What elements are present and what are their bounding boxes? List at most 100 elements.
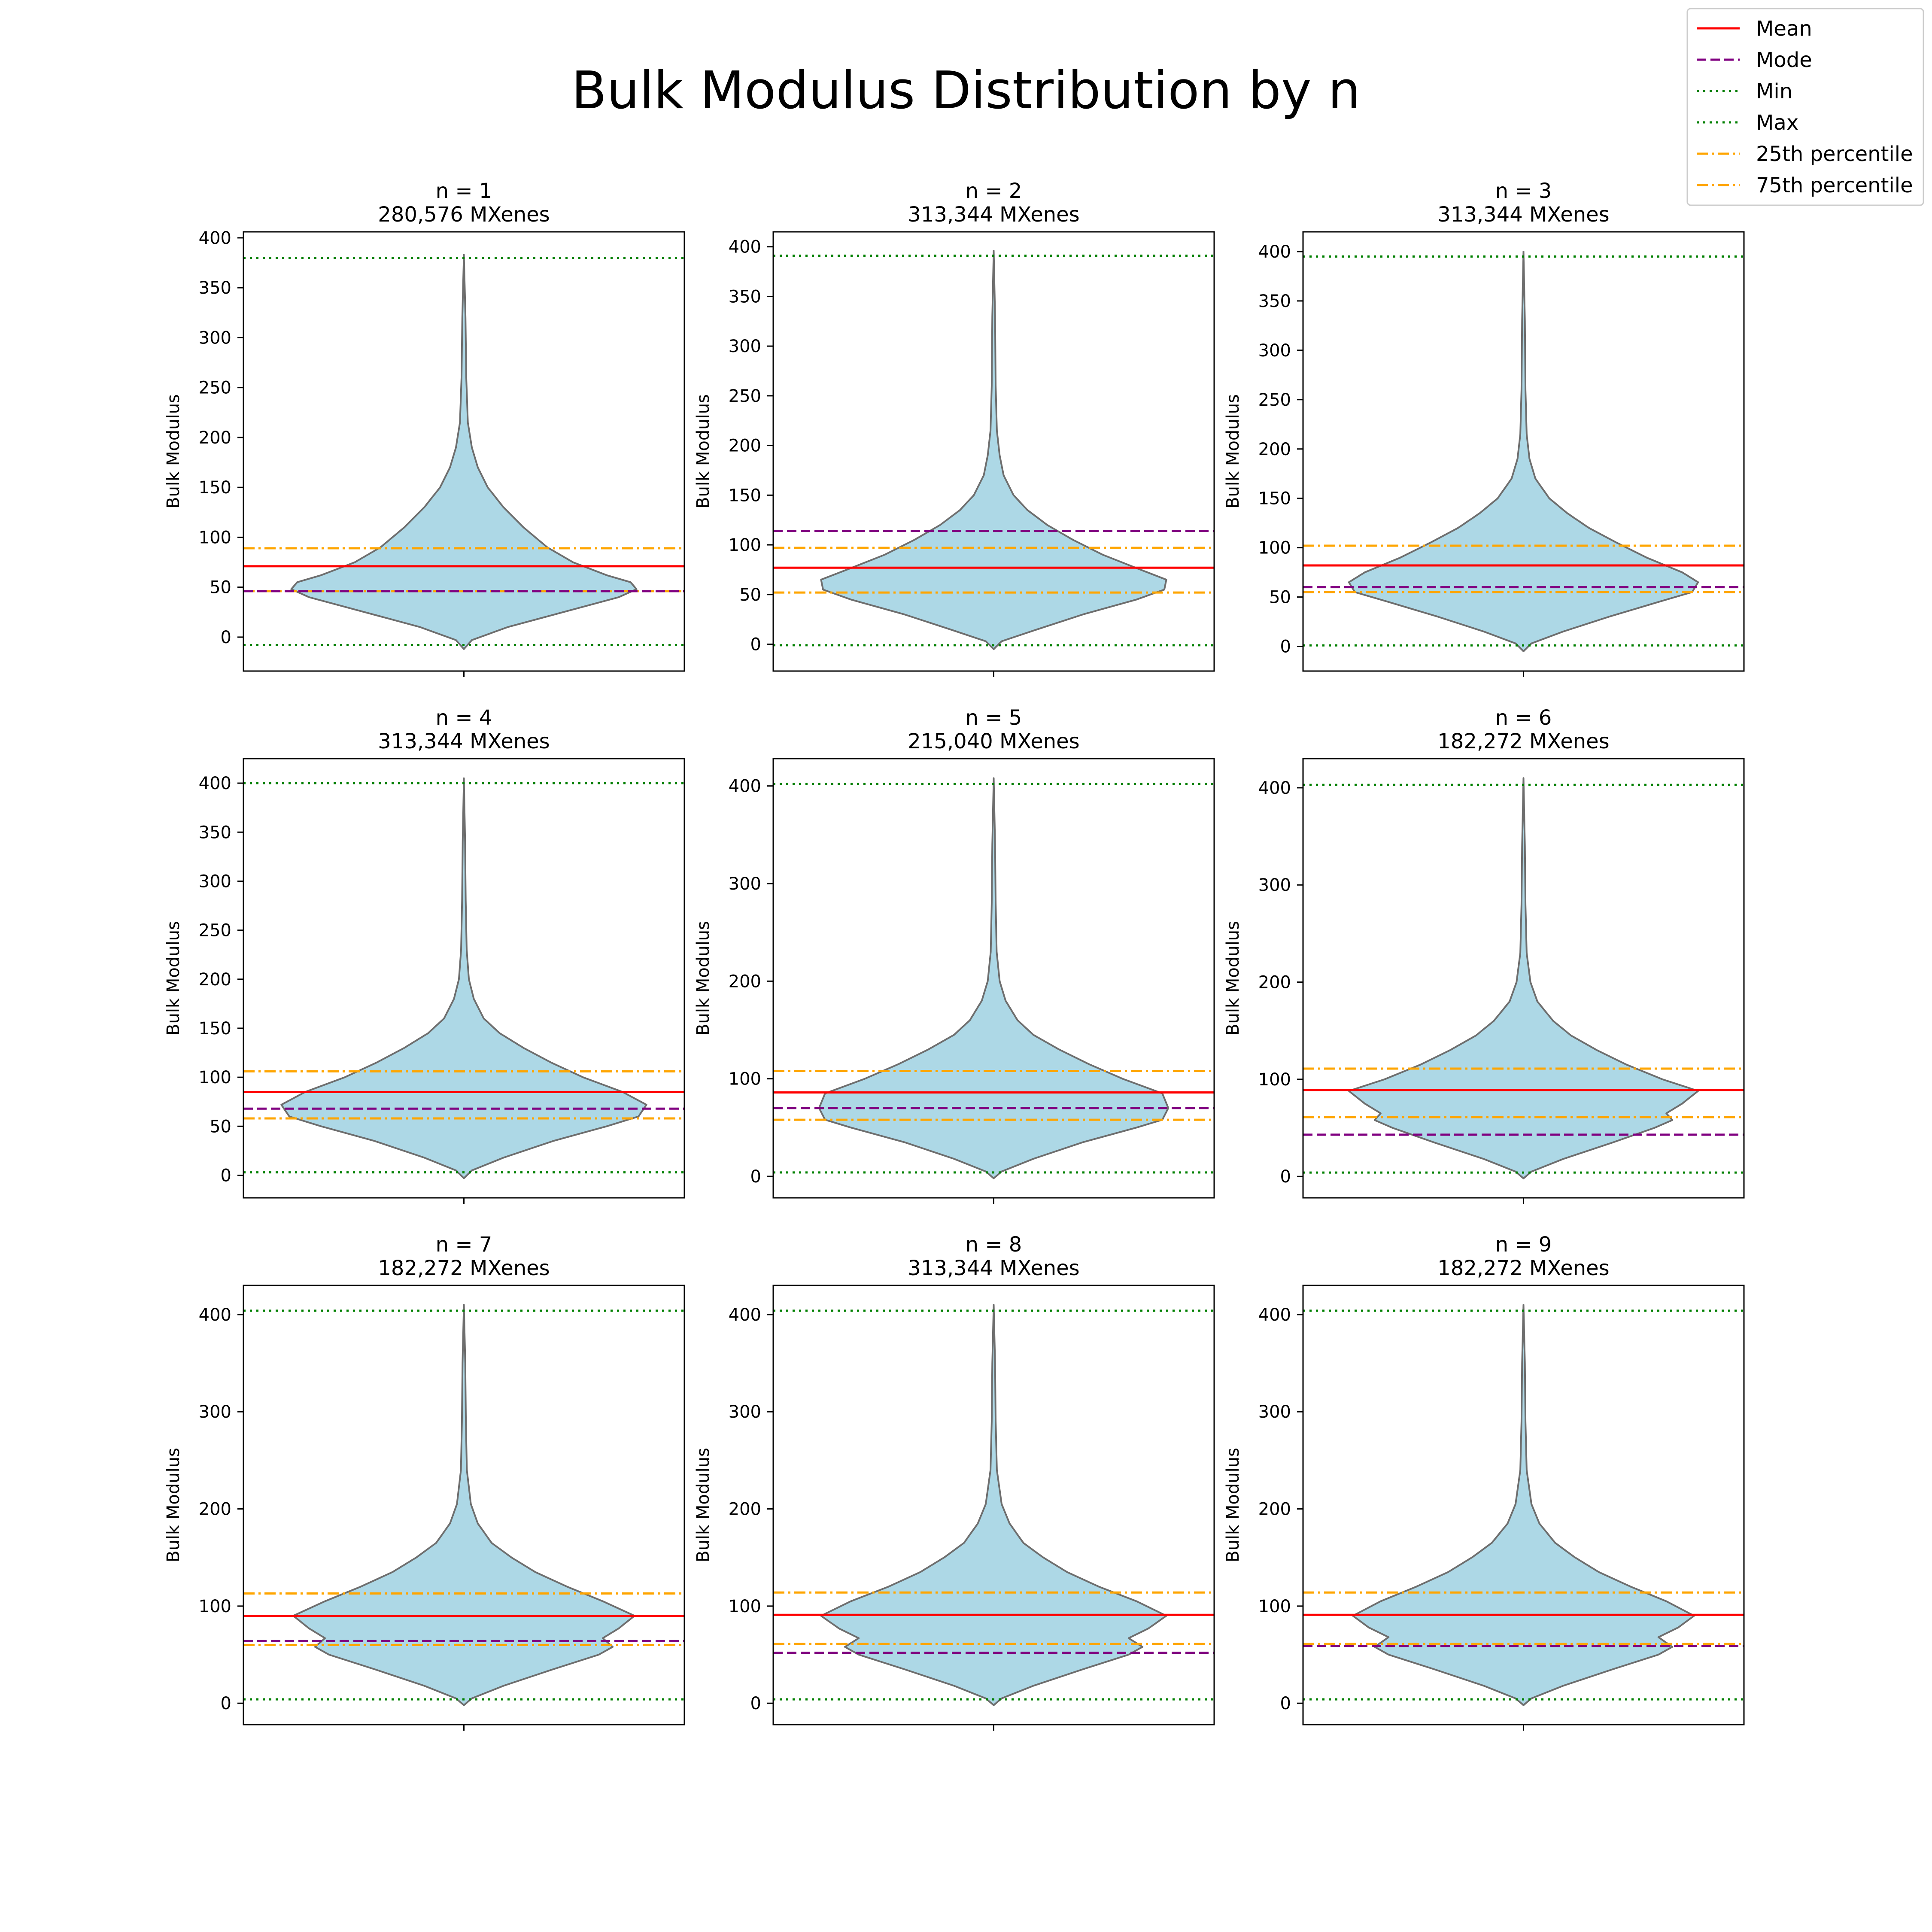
violin-body: [290, 254, 638, 650]
y-axis-label: Bulk Modulus: [1223, 1448, 1243, 1562]
y-tick-label: 150: [1258, 489, 1291, 509]
y-tick-label: 400: [1258, 778, 1291, 798]
violin-body: [292, 1304, 635, 1706]
y-tick-label: 200: [199, 1500, 231, 1519]
y-tick-label: 0: [1280, 1694, 1291, 1713]
legend-label: Min: [1756, 79, 1792, 103]
y-tick-label: 300: [729, 874, 761, 894]
y-tick-label: 100: [729, 1069, 761, 1089]
y-tick-label: 400: [729, 777, 761, 796]
y-tick-label: 200: [199, 428, 231, 448]
y-tick-label: 0: [1280, 1167, 1291, 1187]
y-axis-label: Bulk Modulus: [693, 1448, 713, 1562]
y-tick-label: 200: [1258, 440, 1291, 459]
legend-box: [1686, 8, 1924, 206]
subplot-subtitle: 182,272 MXenes: [1437, 729, 1609, 753]
violin-body: [820, 250, 1167, 650]
subplot-subtitle: 313,344 MXenes: [908, 203, 1079, 227]
y-tick-label: 300: [199, 328, 231, 348]
y-tick-label: 200: [729, 972, 761, 991]
y-tick-label: 250: [199, 378, 231, 398]
y-tick-label: 100: [1258, 538, 1291, 558]
y-tick-label: 200: [729, 436, 761, 456]
y-axis-label: Bulk Modulus: [164, 1448, 183, 1562]
y-tick-label: 400: [729, 1305, 761, 1325]
y-tick-label: 400: [1258, 242, 1291, 262]
legend-label: Max: [1756, 111, 1798, 135]
subplot-title: n = 8: [966, 1233, 1022, 1257]
y-tick-label: 100: [729, 1597, 761, 1616]
subplot-subtitle: 215,040 MXenes: [908, 729, 1079, 753]
y-tick-label: 0: [750, 635, 761, 655]
y-tick-label: 400: [199, 228, 231, 248]
y-tick-label: 0: [221, 628, 231, 647]
y-axis-label: Bulk Modulus: [1223, 394, 1243, 509]
y-tick-label: 100: [199, 1597, 231, 1616]
y-tick-label: 100: [199, 1068, 231, 1088]
subplot-title: n = 7: [436, 1233, 492, 1257]
y-tick-label: 50: [739, 585, 761, 605]
violin-body: [818, 777, 1170, 1179]
violin-body: [1352, 1304, 1695, 1706]
y-tick-label: 50: [210, 578, 231, 598]
axes-frame: [243, 758, 685, 1199]
y-tick-label: 400: [729, 237, 761, 257]
legend-label: 75th percentile: [1756, 173, 1913, 197]
subplot-title: n = 6: [1495, 706, 1552, 730]
subplot-subtitle: 280,576 MXenes: [378, 203, 550, 227]
y-tick-label: 200: [199, 970, 231, 990]
y-tick-label: 150: [729, 486, 761, 505]
y-tick-label: 400: [1258, 1305, 1291, 1325]
subplot-title: n = 2: [966, 179, 1022, 203]
axes-frame: [772, 758, 1215, 1199]
legend-item: Max: [1697, 111, 1798, 135]
legend-item: 75th percentile: [1697, 173, 1913, 197]
y-axis-label: Bulk Modulus: [693, 921, 713, 1036]
y-tick-label: 0: [1280, 637, 1291, 657]
y-tick-label: 150: [199, 478, 231, 498]
legend-label: 25th percentile: [1756, 142, 1913, 166]
violin-body: [1348, 251, 1699, 652]
subplot-title: n = 9: [1495, 1233, 1552, 1257]
legend-label: Mode: [1756, 48, 1812, 72]
violin-body: [1348, 777, 1699, 1179]
y-axis-label: Bulk Modulus: [164, 394, 183, 509]
y-tick-label: 300: [729, 337, 761, 356]
axes-frame: [243, 1285, 685, 1725]
y-axis-label: Bulk Modulus: [1223, 921, 1243, 1036]
axes-frame: [772, 1285, 1215, 1725]
y-tick-label: 50: [1269, 588, 1291, 608]
y-tick-label: 200: [1258, 1500, 1291, 1519]
y-tick-label: 300: [1258, 1402, 1291, 1422]
y-tick-label: 150: [199, 1019, 231, 1039]
y-tick-label: 300: [1258, 875, 1291, 895]
y-tick-label: 300: [199, 872, 231, 891]
y-tick-label: 250: [729, 386, 761, 406]
y-axis-label: Bulk Modulus: [164, 921, 183, 1036]
y-tick-label: 200: [1258, 973, 1291, 993]
y-tick-label: 250: [1258, 390, 1291, 410]
y-tick-label: 200: [729, 1500, 761, 1519]
y-axis-label: Bulk Modulus: [693, 394, 713, 509]
y-tick-label: 100: [729, 535, 761, 555]
legend-item: 25th percentile: [1697, 142, 1913, 166]
y-tick-label: 100: [1258, 1597, 1291, 1616]
axes-frame: [1302, 1285, 1745, 1725]
subplot-subtitle: 313,344 MXenes: [378, 729, 550, 753]
y-tick-label: 400: [199, 1305, 231, 1325]
y-tick-label: 100: [1258, 1070, 1291, 1090]
y-tick-label: 300: [199, 1402, 231, 1422]
violin-body: [820, 1304, 1167, 1706]
axes-frame: [243, 231, 685, 672]
subplot-subtitle: 313,344 MXenes: [1437, 203, 1609, 227]
violin-body: [280, 777, 647, 1179]
subplot-title: n = 4: [436, 706, 492, 730]
